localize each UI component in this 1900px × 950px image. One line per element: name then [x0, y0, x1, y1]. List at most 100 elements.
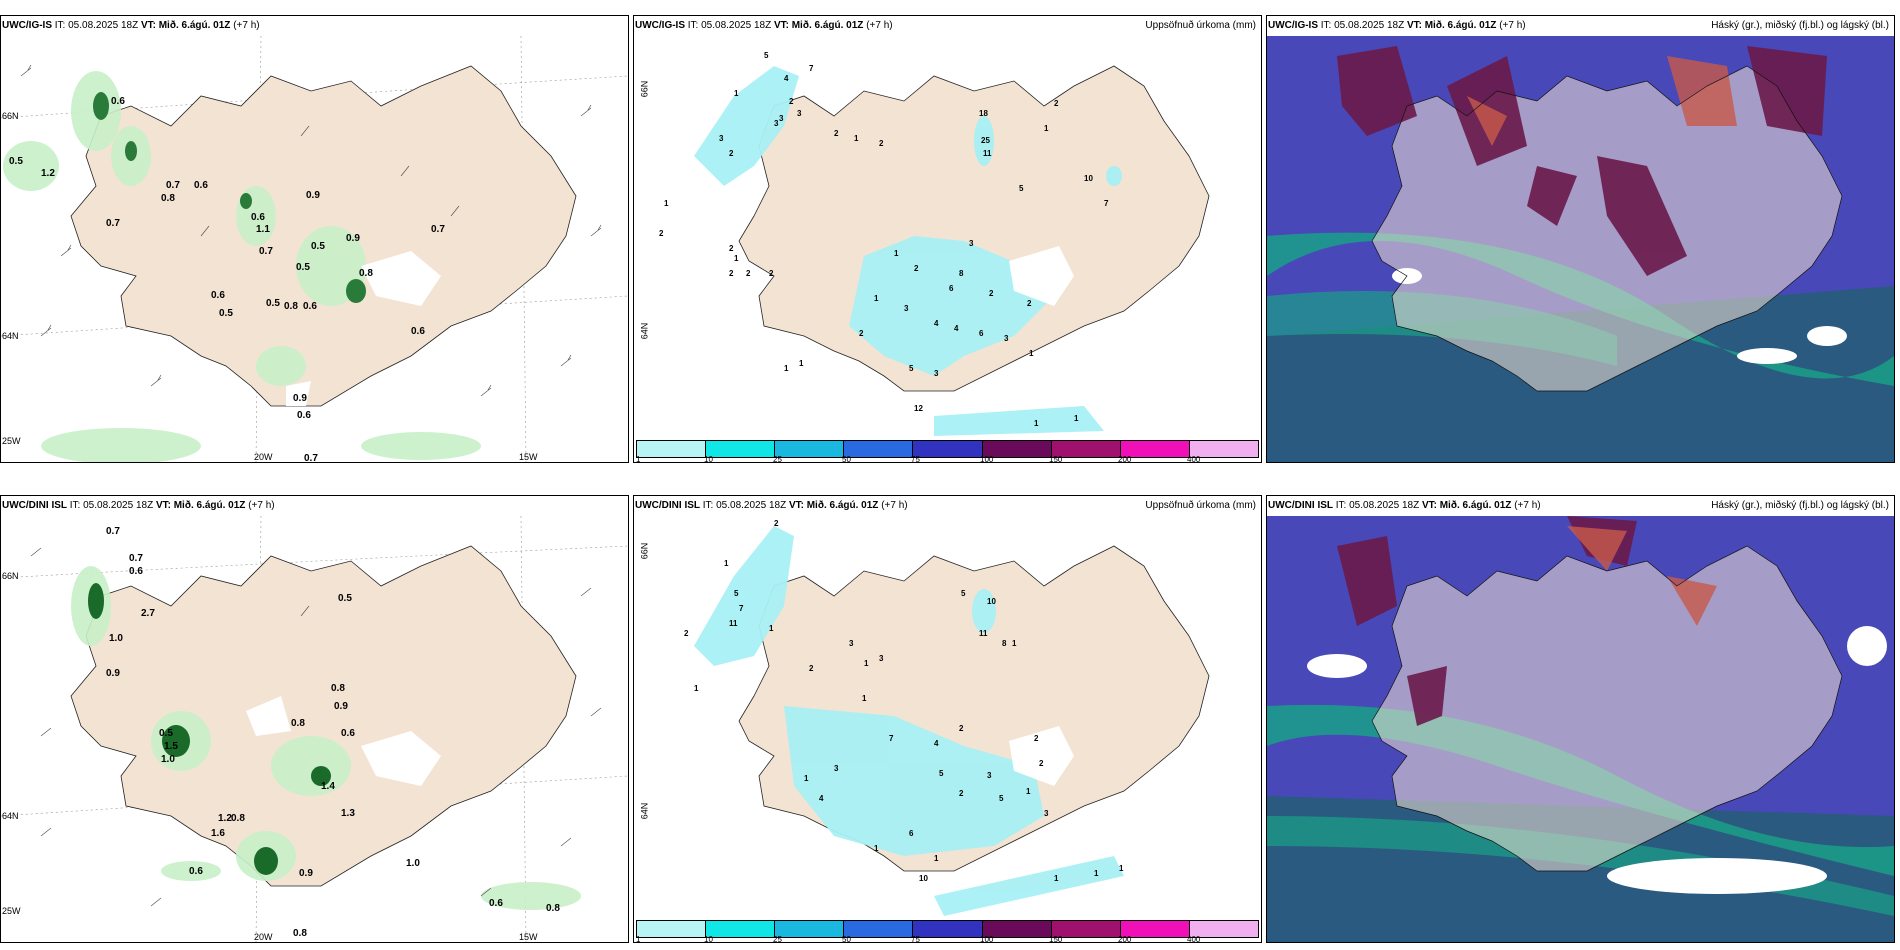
svg-text:2: 2	[729, 149, 734, 158]
colorbar-bin	[775, 441, 845, 457]
colorbar-label: 200	[1118, 935, 1132, 943]
svg-text:2: 2	[684, 629, 689, 638]
map-canvas[interactable]: 0.61.2 0.50.7 0.60.8 0.70.9 0.61.1 0.7 0.…	[1, 36, 628, 462]
colorbar-bin	[982, 441, 1052, 457]
svg-text:0.5: 0.5	[338, 593, 352, 604]
svg-text:2: 2	[729, 269, 734, 278]
colorbar-label: 150	[1049, 455, 1063, 463]
lat-label-64n: 64N	[2, 331, 19, 341]
svg-text:0.9: 0.9	[299, 868, 313, 879]
svg-text:4: 4	[784, 74, 789, 83]
svg-text:0.5: 0.5	[311, 241, 325, 252]
panel-header: UWC/DINI ISL IT: 05.08.2025 18Z VT: Mið.…	[635, 500, 908, 511]
map-canvas[interactable]	[1267, 36, 1894, 462]
svg-text:5: 5	[764, 51, 769, 60]
colorbar-bin	[637, 441, 707, 457]
svg-text:3: 3	[904, 304, 909, 313]
svg-text:2: 2	[809, 664, 814, 673]
colorbar-label: 10	[704, 455, 713, 463]
svg-text:2: 2	[959, 724, 964, 733]
panel-header: UWC/IG-IS IT: 05.08.2025 18Z VT: Mið. 6.…	[1268, 20, 1526, 31]
svg-text:5: 5	[961, 589, 966, 598]
svg-text:2: 2	[989, 289, 994, 298]
svg-text:5: 5	[939, 769, 944, 778]
svg-text:1: 1	[799, 359, 804, 368]
cloud-cover-map-panel-dini: UWC/DINI ISL IT: 05.08.2025 18Z VT: Mið.…	[1266, 495, 1895, 943]
svg-text:4: 4	[819, 794, 824, 803]
colorbar-label: 400	[1187, 935, 1201, 943]
svg-text:4: 4	[934, 739, 939, 748]
svg-text:3: 3	[797, 109, 802, 118]
svg-text:5: 5	[734, 589, 739, 598]
panel-header: UWC/IG-IS IT: 05.08.2025 18Z VT: Mið. 6.…	[635, 20, 893, 31]
svg-text:2: 2	[1054, 99, 1059, 108]
colorbar-label: 50	[842, 455, 851, 463]
svg-text:1: 1	[1029, 349, 1034, 358]
svg-text:12: 12	[914, 404, 923, 413]
svg-text:8: 8	[959, 269, 964, 278]
colorbar-label: 1	[636, 935, 641, 943]
svg-text:3: 3	[774, 119, 779, 128]
svg-text:1: 1	[784, 364, 789, 373]
colorbar-label: 75	[911, 455, 920, 463]
colorbar-bin	[1189, 441, 1258, 457]
svg-text:0.9: 0.9	[334, 701, 348, 712]
svg-text:0.8: 0.8	[546, 903, 560, 914]
svg-text:1: 1	[934, 854, 939, 863]
colorbar-bin	[1120, 441, 1190, 457]
svg-text:0.6: 0.6	[297, 410, 311, 421]
svg-text:1: 1	[734, 89, 739, 98]
svg-text:2: 2	[746, 269, 751, 278]
svg-text:10: 10	[1084, 174, 1093, 183]
lon-label-25w: 25W	[2, 906, 21, 916]
svg-text:1: 1	[874, 294, 879, 303]
svg-text:0.7: 0.7	[431, 224, 445, 235]
svg-text:1: 1	[1034, 419, 1039, 428]
svg-text:1: 1	[894, 249, 899, 258]
svg-text:2: 2	[914, 264, 919, 273]
svg-text:1: 1	[664, 199, 669, 208]
svg-text:0.8: 0.8	[359, 268, 373, 279]
svg-text:0.5: 0.5	[159, 728, 173, 739]
svg-text:0.7: 0.7	[106, 526, 120, 537]
colorbar-label: 50	[842, 935, 851, 943]
svg-text:1: 1	[874, 844, 879, 853]
svg-text:0.6: 0.6	[303, 301, 317, 312]
svg-text:0.8: 0.8	[293, 928, 307, 939]
precip-wind-map-panel-dini: UWC/DINI ISL IT: 05.08.2025 18Z VT: Mið.…	[0, 495, 629, 943]
iceland-landmass	[70, 545, 577, 887]
svg-text:7: 7	[809, 64, 814, 73]
svg-text:0.5: 0.5	[266, 298, 280, 309]
svg-text:3: 3	[879, 654, 884, 663]
colorbar-bin	[982, 921, 1052, 937]
svg-text:0.6: 0.6	[489, 898, 503, 909]
map-canvas[interactable]: 0.7 0.7 0.6 2.7 1.0 0.9 0.5 0.5 0.8 0.9 1.5 1.…	[1, 516, 628, 942]
svg-text:0.9: 0.9	[293, 393, 307, 404]
svg-text:1: 1	[724, 559, 729, 568]
svg-text:2: 2	[774, 519, 779, 528]
colorbar	[636, 920, 1259, 938]
svg-text:1.3: 1.3	[341, 808, 355, 819]
svg-text:0.7: 0.7	[166, 180, 180, 191]
svg-text:8: 8	[1002, 639, 1007, 648]
svg-text:0.6: 0.6	[189, 866, 203, 877]
svg-text:3: 3	[1044, 809, 1049, 818]
lon-label-15w: 15W	[519, 452, 538, 462]
lon-label-15w: 15W	[519, 932, 538, 942]
svg-text:1: 1	[1044, 124, 1049, 133]
svg-text:5: 5	[999, 794, 1004, 803]
svg-text:2: 2	[859, 329, 864, 338]
svg-text:11: 11	[729, 619, 738, 628]
colorbar-bin	[913, 441, 983, 457]
svg-text:1.0: 1.0	[161, 754, 175, 765]
colorbar-bin	[844, 921, 914, 937]
map-canvas[interactable]	[1267, 516, 1894, 942]
svg-text:3: 3	[779, 114, 784, 123]
colorbar-bin	[913, 921, 983, 937]
svg-text:0.8: 0.8	[231, 813, 245, 824]
colorbar-label: 1	[636, 455, 641, 463]
lat-label-64n: 64N	[639, 802, 650, 820]
svg-text:1: 1	[1094, 869, 1099, 878]
